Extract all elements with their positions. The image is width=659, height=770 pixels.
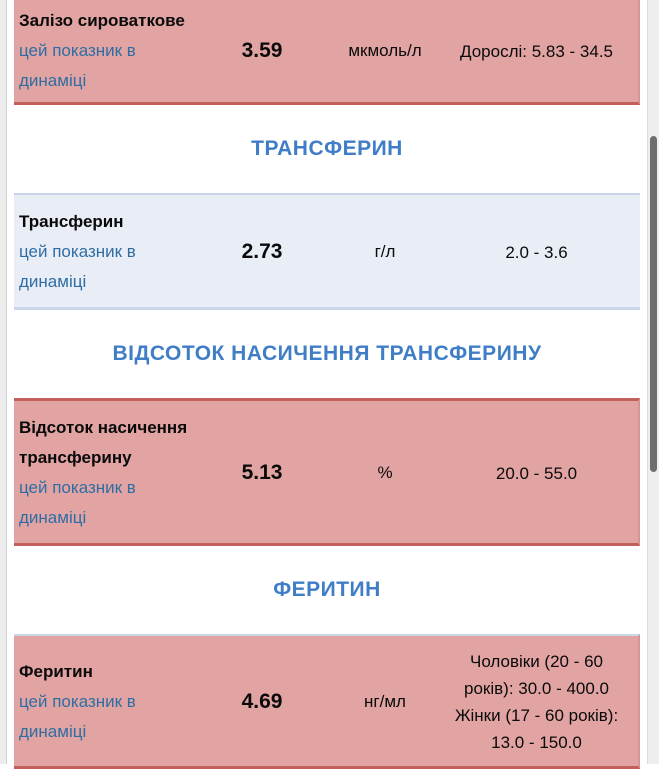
analyte-name-cell: Залізо сироваткове цей показник в динамі…	[14, 6, 192, 96]
reference-line: 2.0 - 3.6	[505, 242, 568, 262]
scrollbar-thumb[interactable]	[650, 136, 657, 472]
result-row-ferritin: Феритин цей показник в динаміці 4.69 нг/…	[14, 634, 640, 769]
analyte-name-cell: Відсоток насичення трансферину цей показ…	[14, 413, 192, 533]
reference-line-men: Чоловіки (20 - 60 років): 30.0 - 400.0	[464, 652, 609, 698]
analyte-name: Залізо сироваткове	[19, 11, 185, 30]
result-unit: г/л	[374, 242, 396, 261]
analyte-name: Трансферин	[19, 212, 124, 231]
result-row-transferrin-saturation: Відсоток насичення трансферину цей показ…	[14, 398, 640, 546]
result-value: 3.59	[241, 39, 283, 62]
section-header-ferritin: ФЕРИТИН	[14, 546, 640, 634]
reference-line-women: Жінки (17 - 60 років): 13.0 - 150.0	[454, 706, 619, 752]
reference-range: Дорослі: 5.83 - 34.5	[438, 38, 635, 65]
result-row-transferrin: Трансферин цей показник в динаміці 2.73 …	[14, 193, 640, 310]
result-row-serum-iron: Залізо сироваткове цей показник в динамі…	[14, 0, 640, 105]
section-title: ФЕРИТИН	[273, 578, 381, 601]
analyte-name-cell: Трансферин цей показник в динаміці	[14, 207, 192, 297]
scrollbar-track[interactable]	[647, 0, 659, 764]
section-title: ВІДСОТОК НАСИЧЕННЯ ТРАНСФЕРИНУ	[112, 342, 542, 365]
trend-link[interactable]: цей показник в динаміці	[19, 242, 136, 291]
trend-link[interactable]: цей показник в динаміці	[19, 41, 136, 90]
result-unit: нг/мл	[364, 692, 406, 711]
reference-range: 2.0 - 3.6	[438, 239, 635, 266]
result-value: 5.13	[241, 461, 283, 484]
reference-line: Дорослі: 5.83 - 34.5	[460, 41, 613, 61]
result-value: 2.73	[241, 240, 283, 263]
section-header-transferrin: ТРАНСФЕРИН	[14, 105, 640, 193]
trend-link[interactable]: цей показник в динаміці	[19, 692, 136, 741]
result-value: 4.69	[241, 690, 283, 713]
result-unit: мкмоль/л	[348, 41, 422, 60]
reference-line: 20.0 - 55.0	[495, 463, 578, 483]
trend-link[interactable]: цей показник в динаміці	[19, 478, 136, 527]
analyte-name: Відсоток насичення трансферину	[19, 418, 188, 467]
result-unit: %	[377, 463, 393, 482]
section-title: ТРАНСФЕРИН	[251, 137, 403, 160]
reference-range: Чоловіки (20 - 60 років): 30.0 - 400.0 Ж…	[438, 648, 635, 756]
window-left-gutter	[0, 0, 7, 764]
analyte-name-cell: Феритин цей показник в динаміці	[14, 657, 192, 747]
lab-results-list: Залізо сироваткове цей показник в динамі…	[14, 0, 640, 769]
section-header-transferrin-saturation: ВІДСОТОК НАСИЧЕННЯ ТРАНСФЕРИНУ	[14, 310, 640, 398]
reference-range: 20.0 - 55.0	[438, 460, 635, 487]
analyte-name: Феритин	[19, 662, 93, 681]
